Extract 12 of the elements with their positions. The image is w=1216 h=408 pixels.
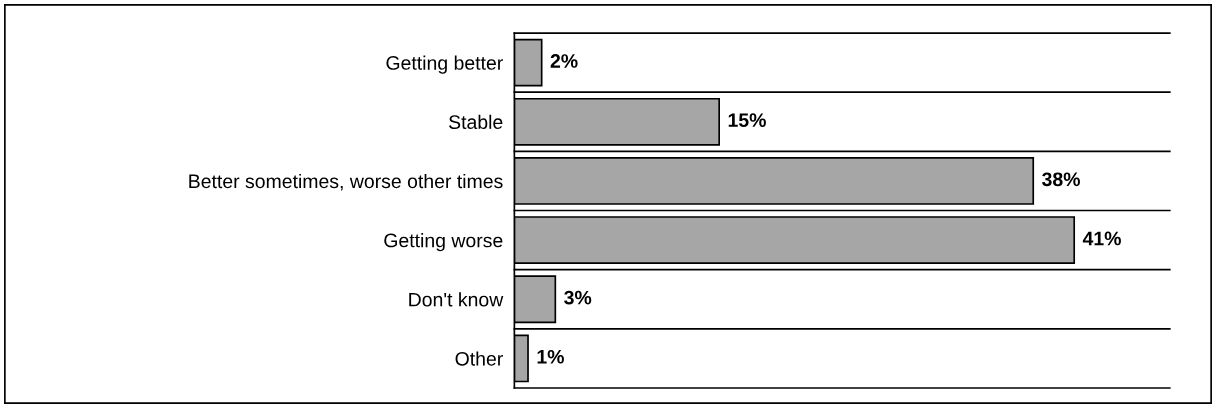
y-tick-label: Getting worse	[384, 233, 503, 252]
data-label: 1%	[537, 349, 564, 364]
y-tick-label: Don't know	[409, 292, 504, 307]
y-tick-label: Getting better	[386, 55, 503, 74]
data-label: 3%	[564, 290, 592, 305]
y-tick-label: Better sometimes, worse other times	[189, 173, 503, 191]
data-label: 2%	[550, 54, 578, 68]
data-label: 38%	[1042, 172, 1080, 187]
data-label: 15%	[728, 113, 766, 128]
y-tick-label: Stable	[449, 114, 503, 130]
y-tick-label: Other	[455, 351, 503, 366]
data-label: 41%	[1082, 231, 1121, 246]
